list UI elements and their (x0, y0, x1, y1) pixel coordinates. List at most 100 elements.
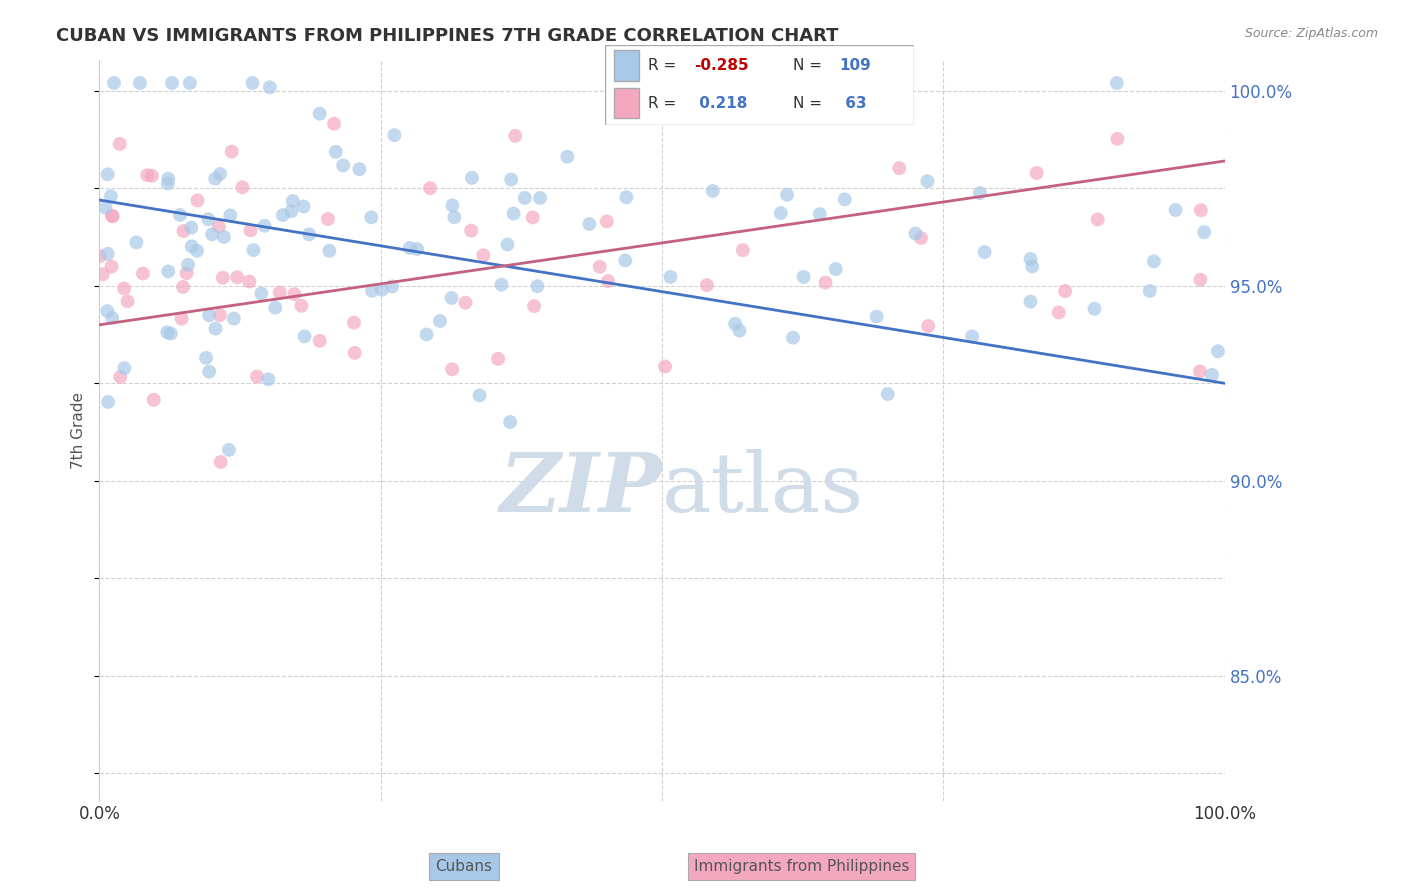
Point (1107, 132, 1129, 146)
Point (156, 326, 179, 340)
Text: R =: R = (648, 95, 681, 111)
Point (160, 76, 183, 90)
Point (156, 177, 179, 191)
Point (360, 211, 382, 225)
Point (578, 217, 600, 231)
Point (208, 308, 231, 322)
Point (460, 224, 482, 238)
Text: 0.218: 0.218 (695, 95, 748, 111)
Y-axis label: 7th Grade: 7th Grade (72, 392, 86, 468)
Point (856, 76, 879, 90)
Point (195, 351, 218, 365)
Point (242, 76, 264, 90)
Point (728, 324, 751, 338)
Point (1201, 368, 1223, 382)
Point (204, 321, 226, 335)
Point (1189, 273, 1212, 287)
Point (960, 329, 983, 343)
Point (231, 180, 253, 194)
Point (101, 209, 124, 223)
Text: Cubans: Cubans (436, 859, 492, 874)
Point (441, 198, 464, 212)
Point (141, 169, 163, 183)
Point (491, 277, 513, 292)
Point (808, 207, 831, 221)
Point (204, 171, 226, 186)
Point (361, 284, 384, 298)
Point (101, 210, 124, 224)
Bar (614, 50, 638, 81)
Point (969, 186, 991, 201)
Point (298, 227, 321, 242)
Point (776, 187, 799, 202)
Point (472, 248, 495, 262)
Point (197, 212, 219, 227)
Text: N =: N = (793, 95, 827, 111)
Point (889, 161, 911, 175)
Point (616, 190, 638, 204)
Point (226, 270, 249, 285)
Point (186, 194, 208, 208)
Text: ZIP: ZIP (499, 450, 662, 529)
Point (1206, 344, 1229, 359)
Point (1139, 284, 1161, 298)
Point (129, 76, 152, 90)
Point (239, 223, 262, 237)
Point (96, 304, 118, 318)
Point (318, 244, 340, 258)
Point (1192, 225, 1215, 239)
Point (1143, 254, 1166, 268)
Point (769, 206, 792, 220)
Point (108, 136, 131, 151)
Point (212, 230, 235, 244)
Point (117, 294, 139, 309)
Bar (614, 88, 638, 119)
Point (89, 249, 111, 263)
Point (343, 316, 366, 330)
Text: R =: R = (648, 58, 681, 73)
Point (502, 206, 524, 220)
Point (398, 241, 420, 255)
Point (522, 211, 544, 225)
Point (486, 351, 509, 366)
Point (316, 212, 339, 227)
Point (172, 280, 194, 294)
Point (100, 189, 122, 203)
Text: -0.285: -0.285 (695, 58, 749, 73)
Point (177, 258, 200, 272)
Point (824, 262, 846, 277)
Point (1087, 212, 1109, 227)
Point (371, 283, 394, 297)
Point (201, 227, 224, 242)
Point (523, 299, 546, 313)
Point (112, 361, 135, 376)
Point (186, 244, 208, 258)
Point (419, 181, 441, 195)
Point (1047, 305, 1070, 319)
Point (429, 314, 451, 328)
Text: atlas: atlas (662, 450, 865, 529)
Point (384, 128, 406, 143)
Point (454, 295, 477, 310)
Point (1189, 203, 1212, 218)
Point (269, 285, 291, 300)
Point (468, 388, 491, 402)
Point (208, 219, 231, 234)
Point (180, 239, 202, 253)
Point (221, 145, 243, 159)
Point (1083, 301, 1105, 316)
Point (219, 208, 242, 222)
Point (259, 80, 281, 95)
Point (218, 442, 240, 457)
Point (103, 76, 125, 90)
Point (526, 279, 548, 293)
Point (169, 208, 191, 222)
Point (440, 291, 463, 305)
Point (222, 311, 245, 326)
Point (292, 200, 315, 214)
Point (1025, 166, 1047, 180)
Point (1019, 252, 1042, 266)
Point (325, 145, 347, 159)
Point (503, 128, 526, 143)
Point (910, 231, 932, 245)
